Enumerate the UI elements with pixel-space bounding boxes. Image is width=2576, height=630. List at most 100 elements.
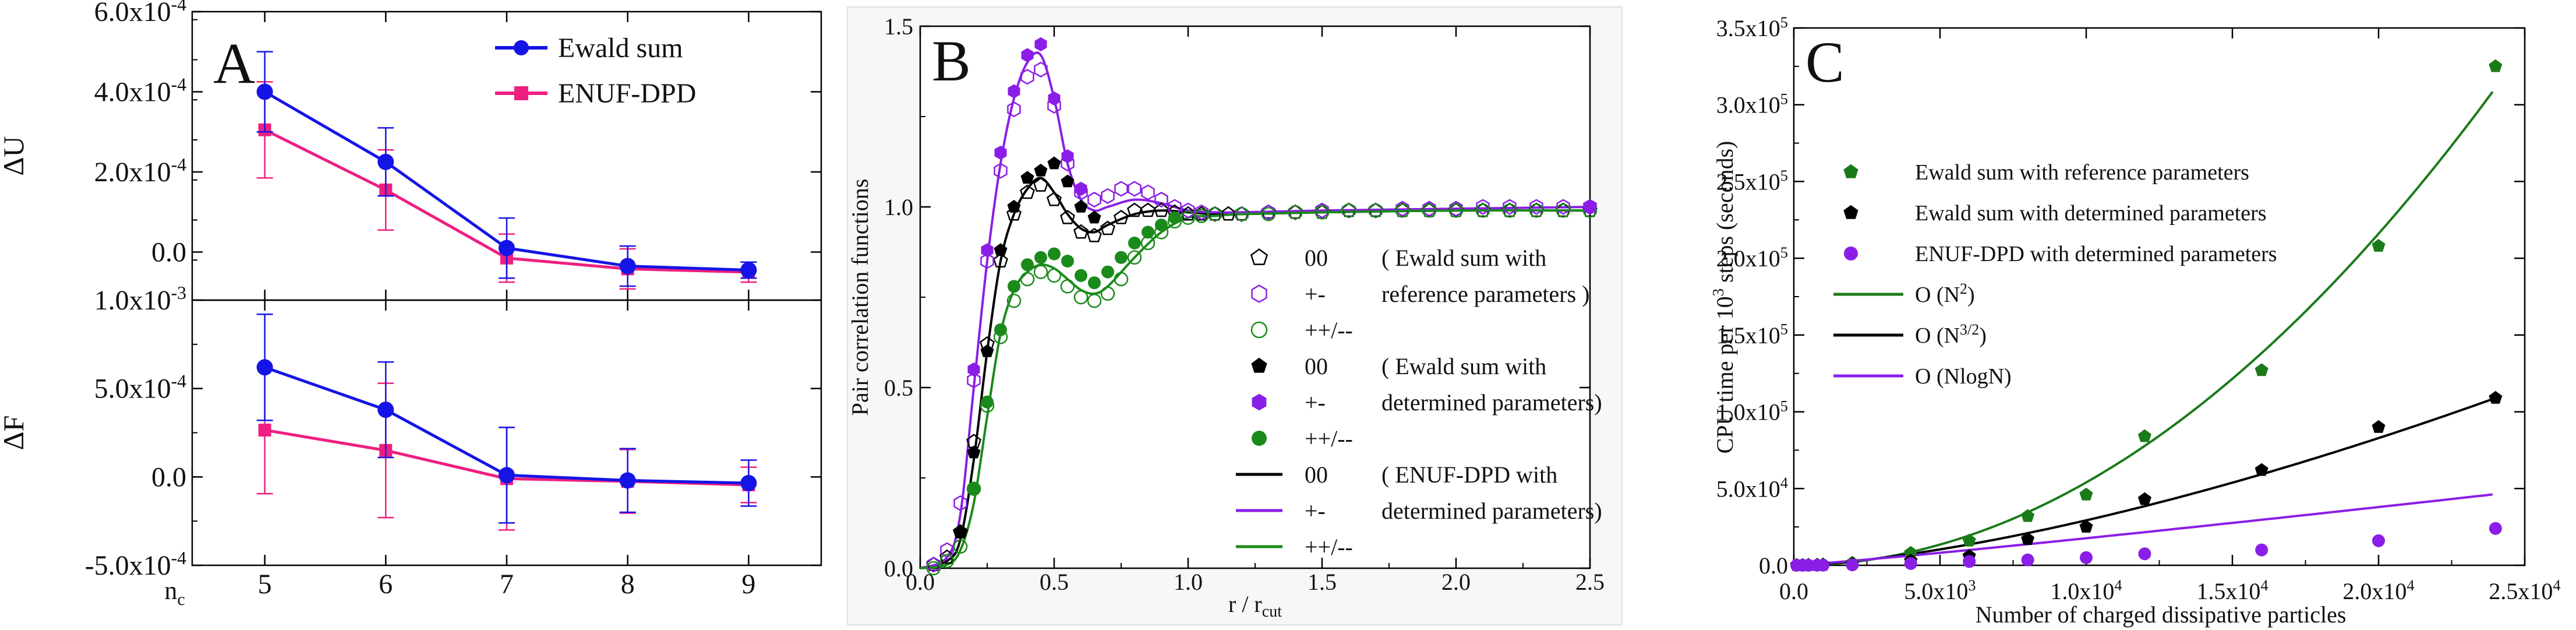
- x-tick-label-mantissa: 0.0: [1779, 578, 1808, 604]
- data-point: [1020, 171, 1034, 184]
- legend-enuf-label: ENUF-DPD: [558, 78, 696, 109]
- panel-b-frame: [919, 25, 1591, 569]
- legend-label: ++/--: [1305, 317, 1353, 343]
- data-point: [1141, 184, 1155, 200]
- y-tick-label: 3.5x105: [1716, 13, 1788, 41]
- data-point: [1034, 251, 1047, 264]
- y-tick-label-exponent: 5: [1780, 321, 1788, 338]
- x-tick-label: 2.5: [1575, 569, 1605, 595]
- legend-label-base: O (NlogN): [1915, 364, 2012, 389]
- data-point: [256, 359, 273, 376]
- data-point: [953, 525, 967, 538]
- data-point: [1061, 149, 1074, 164]
- data-point: [1181, 210, 1196, 225]
- panel-c: Number of charged dissipative particles …: [1709, 13, 2561, 628]
- data-point: [1007, 101, 1021, 118]
- data-point: [953, 539, 968, 554]
- legend-note: ( ENUF-DPD with: [1381, 462, 1557, 488]
- y-tick-label: 1.0: [884, 194, 913, 220]
- y-tick-label: 1.5: [884, 13, 913, 40]
- x-tick-label-mantissa: 1.5x10: [2196, 578, 2260, 604]
- data-point: [1817, 558, 1830, 572]
- data-point: [740, 262, 757, 279]
- y-tick-label-mantissa: -5.0x10: [85, 550, 171, 581]
- legend-label: Ewald sum with determined parameters: [1915, 201, 2267, 226]
- data-point: [1154, 192, 1168, 208]
- legend-ewald-label: Ewald sum: [558, 33, 683, 64]
- data-point: [2255, 463, 2268, 476]
- series-enuf-dpd-with-determined-parameters: [1790, 522, 2502, 572]
- legend-note: ( Ewald sum with: [1381, 353, 1546, 379]
- y-tick-label-exponent: -4: [171, 548, 187, 568]
- data-point: [1449, 200, 1463, 217]
- data-point: [1168, 211, 1181, 224]
- panel-a: nc A Ewald sum ENUF-DPD 6.0x10-44.0x10-4…: [0, 0, 822, 609]
- data-point: [1154, 202, 1169, 217]
- series-ewald-sum: [256, 51, 757, 287]
- data-point: [1904, 545, 1918, 559]
- data-point: [1395, 203, 1410, 218]
- data-point: [1476, 199, 1490, 215]
- data-point: [980, 344, 994, 357]
- data-point: [1074, 199, 1088, 213]
- data-point: [1048, 91, 1061, 106]
- legend-label: 00: [1305, 245, 1328, 271]
- data-point: [1021, 258, 1034, 272]
- data-point: [619, 472, 636, 489]
- data-point: [499, 240, 515, 256]
- y-tick-label-mantissa: 1.0x10: [1716, 399, 1780, 425]
- y-tick-label-exponent: 5: [1780, 13, 1788, 31]
- y-tick-label-exponent: 4: [1780, 474, 1788, 491]
- y-tick-label: 0.0: [151, 237, 186, 268]
- data-point: [2079, 520, 2093, 533]
- data-point: [967, 362, 980, 377]
- data-point: [2137, 492, 2151, 505]
- data-point: [967, 482, 980, 495]
- data-point: [1315, 202, 1329, 219]
- legend-label: ENUF-DPD with determined parameters: [1915, 242, 2277, 266]
- y-tick-label-exponent: -4: [171, 371, 187, 391]
- panel-c-legend: Ewald sum with reference parameters Ewald…: [1833, 160, 2277, 389]
- data-point: [981, 395, 994, 409]
- data-point: [1155, 219, 1168, 231]
- y-tick-label-mantissa: 5.0x10: [94, 374, 171, 404]
- data-point: [1802, 558, 1815, 572]
- data-point: [1021, 48, 1034, 62]
- data-point: [1127, 250, 1142, 265]
- legend-label: +-: [1305, 389, 1326, 416]
- data-point: [2489, 522, 2502, 535]
- y-tick-label-mantissa: 1.5x10: [1716, 322, 1780, 349]
- panel-c-label: C: [1805, 30, 1844, 94]
- points-determined-+-: [967, 37, 1596, 377]
- data-point: [1061, 255, 1074, 268]
- data-point: [1100, 286, 1115, 301]
- panel-b-legend: 00 ( Ewald sum with +- reference parameters…: [1236, 245, 1602, 560]
- legend-label-sup: 2: [1960, 280, 1967, 297]
- legend-label-tail: ): [1967, 283, 1975, 307]
- legend-marker: [1250, 248, 1268, 265]
- data-point: [1060, 279, 1075, 294]
- data-point: [1221, 206, 1236, 221]
- data-point: [1584, 199, 1596, 214]
- data-point: [1395, 200, 1409, 217]
- x-tick-label: 2.0: [1441, 569, 1471, 595]
- data-point: [1115, 251, 1128, 264]
- data-point: [1020, 69, 1034, 85]
- data-point: [1047, 97, 1061, 114]
- data-point: [1288, 205, 1303, 220]
- data-point: [1114, 272, 1129, 287]
- y-tick-label-mantissa: 6.0x10: [94, 0, 171, 27]
- y-tick-label-exponent: 5: [1780, 167, 1788, 184]
- x-tick-label-mantissa: 2.0x10: [2342, 578, 2407, 604]
- y-tick-label: 2.0x10-4: [94, 154, 187, 188]
- points-reference-++/--: [926, 203, 1598, 576]
- y-tick-label-mantissa: 3.5x10: [1716, 15, 1780, 41]
- y-axis-label: ΔF: [0, 416, 30, 450]
- data-point: [981, 243, 994, 258]
- data-point: [980, 253, 994, 269]
- data-point: [1448, 203, 1464, 218]
- data-point: [1140, 202, 1156, 217]
- data-point: [1128, 237, 1141, 249]
- data-point: [1060, 209, 1075, 224]
